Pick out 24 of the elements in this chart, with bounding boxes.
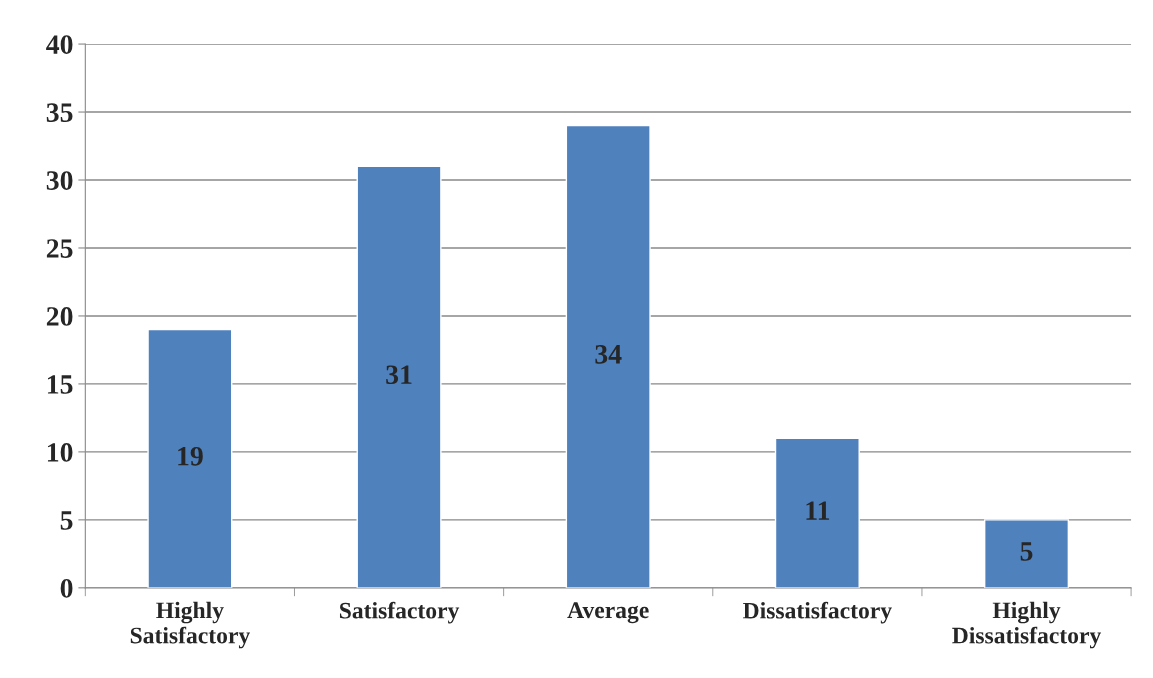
data-label: 5 bbox=[1020, 542, 1033, 561]
y-tick-label: 15 bbox=[47, 375, 73, 394]
bar bbox=[565, 124, 651, 588]
x-tick-label: Highly Dissatisfactory bbox=[952, 601, 1102, 649]
bar bbox=[983, 519, 1070, 588]
bar bbox=[147, 328, 233, 588]
bar bbox=[356, 165, 442, 588]
y-tick-label: 20 bbox=[46, 307, 73, 326]
x-tick-label: Highly Satisfactory bbox=[130, 601, 250, 649]
data-label: 11 bbox=[806, 501, 830, 520]
y-tick-label: 35 bbox=[46, 103, 73, 122]
y-tick-label: 30 bbox=[46, 171, 73, 190]
data-label: 34 bbox=[595, 345, 622, 364]
x-tick-label: Average bbox=[567, 602, 649, 624]
y-tick-label: 40 bbox=[46, 35, 73, 54]
y-tick-label: 10 bbox=[47, 443, 73, 462]
y-tick-label: 0 bbox=[60, 578, 73, 598]
y-tick-label: 25 bbox=[46, 239, 73, 258]
data-label: 31 bbox=[386, 365, 412, 385]
data-label: 19 bbox=[178, 446, 203, 466]
x-tick-label: Satisfactory bbox=[339, 601, 460, 624]
bar bbox=[774, 437, 860, 588]
y-tick-label: 5 bbox=[60, 511, 73, 530]
x-tick-label: Dissatisfactory bbox=[743, 601, 892, 624]
